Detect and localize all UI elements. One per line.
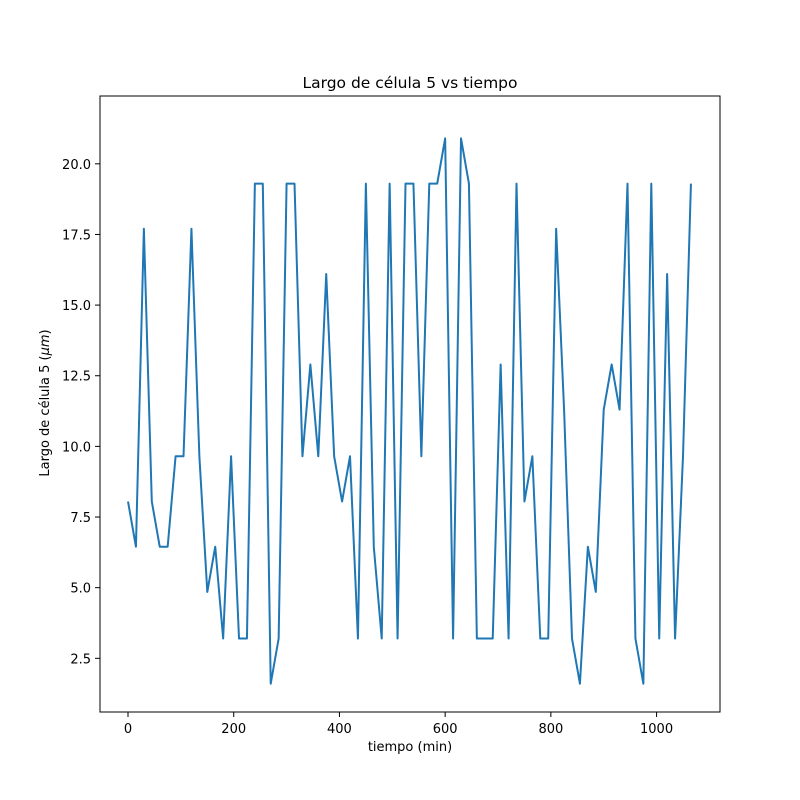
chart-title: Largo de célula 5 vs tiempo — [302, 74, 517, 92]
y-tick-label: 2.5 — [70, 652, 91, 667]
y-tick-label: 10.0 — [62, 440, 91, 455]
y-tick-label: 20.0 — [62, 158, 91, 173]
y-tick-label: 12.5 — [62, 370, 91, 385]
y-axis: 2.5 5.0 7.5 10.0 12.5 15.0 17.5 20.0 — [62, 158, 100, 667]
y-tick-label: 15.0 — [62, 299, 91, 314]
y-tick-label: 7.5 — [70, 511, 91, 526]
x-tick-label: 0 — [124, 722, 132, 737]
x-tick-label: 200 — [221, 722, 246, 737]
x-axis-label: tiempo (min) — [368, 740, 452, 755]
y-axis-label: Largo de célula 5 (μm) — [38, 329, 53, 476]
x-tick-label: 1000 — [640, 722, 673, 737]
y-axis-label-text: Largo de célula 5 ( — [38, 355, 53, 476]
axes-frame — [99, 95, 721, 713]
y-axis-label-unit: μm — [38, 334, 53, 356]
x-tick-label: 600 — [433, 722, 458, 737]
series-line — [127, 137, 692, 685]
y-tick-label: 17.5 — [62, 228, 91, 243]
x-tick-label: 400 — [327, 722, 352, 737]
y-tick-label: 5.0 — [70, 582, 91, 597]
plot-area — [127, 137, 692, 685]
x-tick-label: 800 — [538, 722, 563, 737]
y-axis-label-close: ) — [38, 329, 53, 334]
x-axis: 0 200 400 600 800 1000 — [124, 712, 673, 737]
